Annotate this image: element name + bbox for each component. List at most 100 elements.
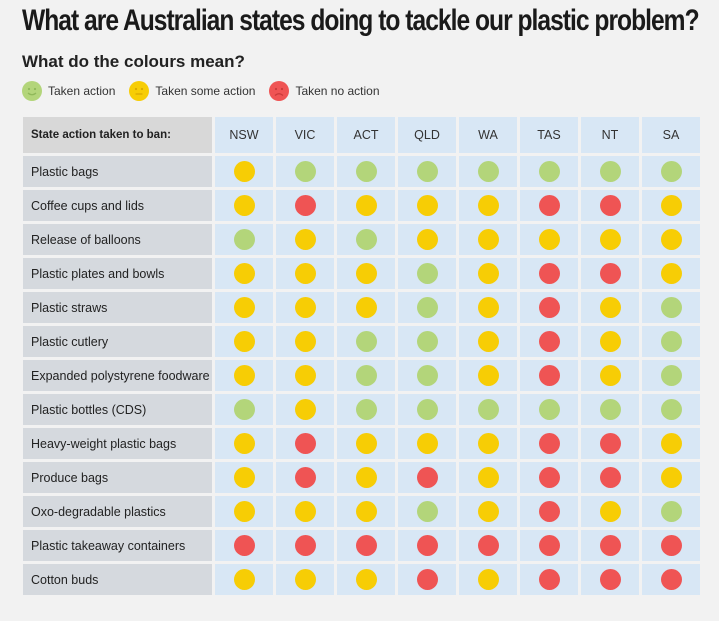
table-row: Coffee cups and lids: [23, 190, 700, 221]
status-dot-yellow: [233, 297, 255, 318]
status-dot-red: [477, 535, 499, 556]
status-dot-yellow: [416, 195, 438, 216]
table-cell: [215, 428, 273, 459]
status-dot-yellow: [660, 195, 682, 216]
table-cell: [276, 496, 334, 527]
table-cell: [459, 564, 517, 595]
status-dot-green: [416, 297, 438, 318]
status-dot-yellow: [355, 263, 377, 284]
table-cell: [642, 156, 700, 187]
table-cell: [459, 190, 517, 221]
status-dot-green: [355, 399, 377, 420]
table-cell: [581, 190, 639, 221]
table-cell: [642, 496, 700, 527]
table-cell: [337, 326, 395, 357]
table-cell: [520, 428, 578, 459]
table-cell: [398, 224, 456, 255]
table-cell: [215, 326, 273, 357]
status-dot-yellow: [294, 331, 316, 352]
table-cell: [581, 564, 639, 595]
status-dot-yellow: [538, 229, 560, 250]
table-cell: [642, 224, 700, 255]
table-cell: [642, 394, 700, 425]
table-row: Cotton buds: [23, 564, 700, 595]
status-dot-red: [538, 501, 560, 522]
table-cell: [520, 496, 578, 527]
status-dot-red: [294, 535, 316, 556]
table-cell: [398, 190, 456, 221]
status-dot-green: [477, 161, 499, 182]
status-dot-green: [477, 399, 499, 420]
status-dot-green: [416, 161, 438, 182]
table-cell: [642, 258, 700, 289]
table-cell: [398, 258, 456, 289]
status-dot-yellow: [233, 331, 255, 352]
table-cell: [459, 496, 517, 527]
table-cell: [398, 496, 456, 527]
status-dot-red: [538, 433, 560, 454]
page-title: What are Australian states doing to tack…: [22, 4, 700, 37]
column-header-act: ACT: [337, 117, 395, 153]
status-dot-red: [538, 195, 560, 216]
sad-face-icon: [269, 81, 290, 101]
status-dot-red: [538, 535, 560, 556]
legend-item-taken-some-action: Taken some action: [129, 81, 255, 101]
table-cell: [642, 564, 700, 595]
status-dot-yellow: [660, 263, 682, 284]
table-cell: [581, 394, 639, 425]
table-cell: [520, 360, 578, 391]
table-cell: [337, 190, 395, 221]
table-cell: [642, 428, 700, 459]
status-dot-yellow: [477, 569, 499, 590]
table-cell: [520, 394, 578, 425]
table-cell: [215, 394, 273, 425]
status-dot-green: [660, 161, 682, 182]
table-cell: [337, 224, 395, 255]
status-dot-yellow: [660, 229, 682, 250]
table-cell: [581, 360, 639, 391]
row-label: Plastic bottles (CDS): [23, 394, 212, 425]
legend-heading: What do the colours mean?: [22, 52, 245, 71]
table-cell: [398, 360, 456, 391]
row-label: Plastic straws: [23, 292, 212, 323]
column-header-tas: TAS: [520, 117, 578, 153]
status-dot-green: [355, 229, 377, 250]
status-dot-yellow: [477, 501, 499, 522]
status-dot-red: [599, 467, 621, 488]
status-dot-yellow: [355, 569, 377, 590]
status-dot-red: [416, 569, 438, 590]
status-dot-red: [416, 467, 438, 488]
table-cell: [520, 530, 578, 561]
table-cell: [337, 258, 395, 289]
table-header-row: State action taken to ban: NSW VIC ACT QLD W…: [23, 117, 700, 153]
status-dot-red: [355, 535, 377, 556]
status-dot-yellow: [477, 331, 499, 352]
table-cell: [398, 326, 456, 357]
status-dot-yellow: [599, 229, 621, 250]
table-row: Oxo-degradable plastics: [23, 496, 700, 527]
status-dot-yellow: [416, 433, 438, 454]
table-cell: [459, 394, 517, 425]
table-cell: [581, 428, 639, 459]
table-cell: [276, 360, 334, 391]
table-cell: [215, 156, 273, 187]
table-cell: [642, 326, 700, 357]
table-cell: [398, 394, 456, 425]
status-dot-red: [538, 263, 560, 284]
status-dot-green: [599, 399, 621, 420]
status-dot-yellow: [233, 263, 255, 284]
legend-label: Taken no action: [295, 84, 380, 98]
table-cell: [459, 462, 517, 493]
status-dot-green: [416, 331, 438, 352]
status-dot-green: [660, 501, 682, 522]
status-dot-red: [599, 535, 621, 556]
status-dot-green: [294, 161, 316, 182]
status-dot-green: [538, 399, 560, 420]
status-dot-red: [660, 569, 682, 590]
status-dot-yellow: [355, 467, 377, 488]
table-cell: [642, 190, 700, 221]
row-label: Plastic bags: [23, 156, 212, 187]
table-cell: [276, 156, 334, 187]
status-dot-green: [355, 365, 377, 386]
table-row: Plastic straws: [23, 292, 700, 323]
